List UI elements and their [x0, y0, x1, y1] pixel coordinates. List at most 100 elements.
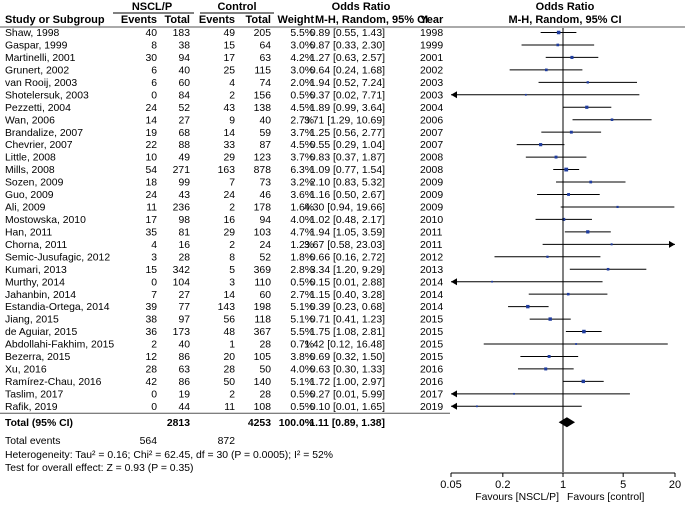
events-group1: 36: [145, 327, 157, 338]
x-tick-label: 1: [560, 479, 566, 491]
year: 2002: [420, 65, 443, 76]
point-estimate: [546, 255, 549, 258]
point-estimate: [476, 405, 478, 408]
total-group2: 198: [254, 302, 272, 313]
total-group2: 367: [254, 327, 272, 338]
total-group1: 52: [178, 103, 190, 114]
point-estimate: [610, 118, 614, 121]
x-tick-label: 0.2: [495, 479, 510, 491]
point-estimate: [585, 105, 589, 109]
study-rows: Shaw, 1998 40 183 49 205 5.5%0.89 [0.55, 1.43…: [5, 28, 443, 429]
year: 2013: [420, 265, 443, 276]
total-group1: 19: [178, 389, 190, 400]
weight: 2.7%: [290, 115, 314, 126]
or-ci: 1.15 [0.40, 3.28]: [310, 290, 385, 301]
total-group1: 77: [178, 302, 190, 313]
events-group1: 0: [151, 90, 157, 101]
events-group2: 43: [223, 103, 235, 114]
year: 2014: [420, 290, 443, 301]
ci-arrow-left: [451, 91, 457, 99]
events-group1: 40: [145, 28, 157, 39]
year: 2003: [420, 90, 443, 101]
x-tick-label: 0.05: [440, 479, 461, 491]
study-name: Chevrier, 2007: [5, 140, 73, 151]
total-group2: 28: [259, 340, 271, 351]
point-estimate: [586, 81, 589, 84]
or-ci: 0.15 [0.01, 2.88]: [310, 277, 385, 288]
point-estimate: [606, 267, 610, 271]
year: 2014: [420, 277, 443, 288]
point-estimate: [569, 130, 573, 134]
events-group2: 143: [218, 302, 236, 313]
total-group2: 123: [254, 153, 272, 164]
or-ci: 1.09 [0.77, 1.54]: [310, 165, 385, 176]
events-group2: 5: [229, 265, 235, 276]
point-estimate: [581, 379, 585, 384]
year: 2015: [420, 340, 443, 351]
events-group2: 7: [229, 178, 235, 189]
total-group1: 27: [178, 290, 190, 301]
events-group2: 29: [223, 153, 235, 164]
study-name: Jahanbin, 2014: [5, 290, 76, 301]
events-group2: 2: [229, 240, 235, 251]
study-name: Bezerra, 2015: [5, 352, 70, 363]
total-group1: 342: [173, 265, 191, 276]
weight: 2.8%: [290, 265, 314, 276]
events-group1: 0: [151, 389, 157, 400]
total-group2: 369: [254, 265, 272, 276]
total-label: Total (95% CI): [5, 418, 73, 429]
point-estimate: [554, 155, 558, 159]
study-name: Brandalize, 2007: [5, 128, 83, 139]
events-group1: 6: [151, 65, 157, 76]
header-group1: NSCL/P: [132, 1, 172, 13]
year: 2011: [420, 227, 443, 238]
point-estimate: [526, 304, 530, 309]
or-ci: 1.25 [0.56, 2.77]: [310, 128, 385, 139]
study-name: Han, 2011: [5, 227, 52, 238]
weight: 0.5%: [290, 90, 314, 101]
point-estimate: [524, 93, 527, 96]
total-group2: 156: [254, 90, 272, 101]
study-name: Estandia-Ortega, 2014: [5, 302, 110, 313]
year: 2001: [420, 53, 443, 64]
events-group1: 0: [151, 277, 157, 288]
year: 1999: [420, 41, 443, 52]
year: 2015: [420, 327, 443, 338]
events-group2: 49: [223, 28, 235, 39]
total-group2: 115: [254, 65, 271, 76]
year: 2004: [420, 103, 443, 114]
total-group2: 74: [259, 78, 271, 89]
weight: 4.0%: [290, 215, 314, 226]
or-ci: 1.94 [1.05, 3.59]: [310, 227, 385, 238]
study-name: Murthy, 2014: [5, 277, 65, 288]
events-group2: 8: [229, 252, 235, 263]
or-ci: 0.87 [0.33, 2.30]: [310, 41, 385, 52]
weight: 1.6%: [290, 203, 314, 214]
events-group1: 7: [151, 290, 157, 301]
point-estimate: [562, 217, 566, 221]
events-group1: 38: [145, 315, 157, 326]
events-group1: 35: [145, 227, 157, 238]
events-group1: 19: [145, 128, 157, 139]
header-or-title: Odds Ratio: [332, 1, 391, 13]
study-name: Xu, 2016: [5, 365, 47, 376]
x-tick-label: 5: [620, 479, 626, 491]
weight: 0.5%: [290, 277, 314, 288]
events-group2: 2: [229, 203, 235, 214]
total-group2: 50: [259, 365, 271, 376]
or-ci: 1.42 [0.12, 16.48]: [304, 340, 385, 351]
col-year: Year: [420, 14, 444, 26]
ci-arrow-left: [451, 402, 457, 410]
total-diamond: [558, 417, 576, 428]
total-group2: 103: [254, 227, 272, 238]
total-group2: 110: [254, 277, 271, 288]
events-group2: 1: [229, 340, 235, 351]
weight: 5.1%: [290, 377, 314, 388]
col-plot-method: M-H, Random, 95% CI: [508, 14, 621, 26]
total-group2: 64: [259, 41, 271, 52]
total-group2: 94: [259, 215, 271, 226]
total-group1: 40: [178, 340, 190, 351]
events-group1: 0: [151, 402, 157, 413]
study-name: Mills, 2008: [5, 165, 55, 176]
